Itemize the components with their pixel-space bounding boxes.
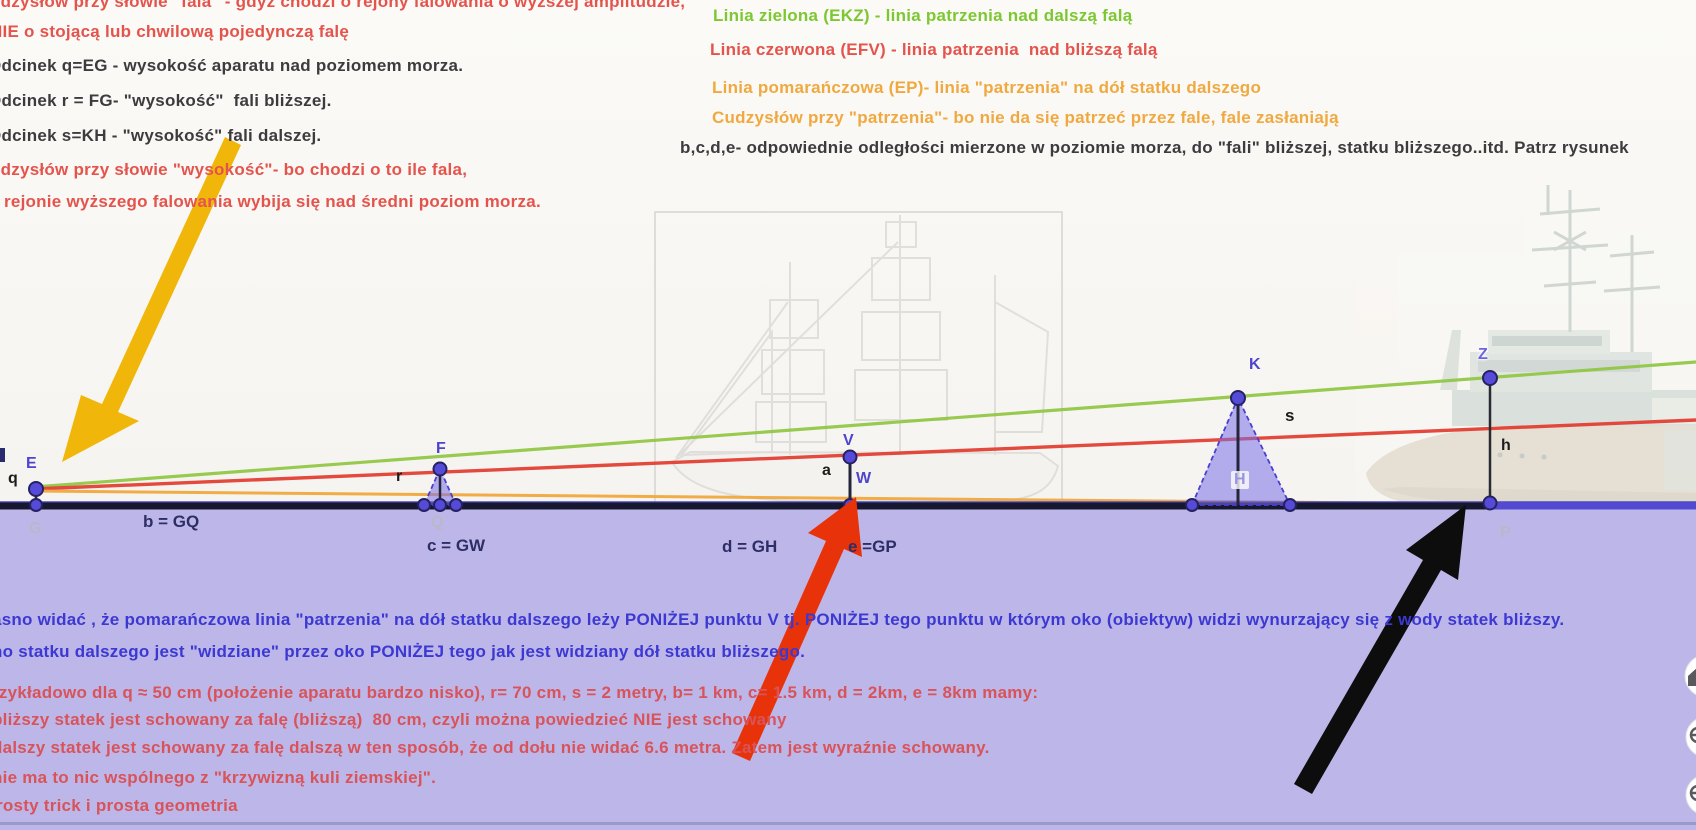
legend-orange-line: Linia pomarańczowa (EP)- linia "patrzeni…: [712, 78, 1262, 97]
label-V: V: [843, 432, 854, 449]
label-q: q: [8, 470, 18, 487]
note-quote-wysokosc-1: udzysłów przy słowie "wysokość"- bo chod…: [0, 160, 468, 179]
label-r: r: [396, 468, 403, 485]
nav-buttons: [1684, 656, 1696, 813]
point-wave-near-right[interactable]: [449, 498, 463, 512]
point-G[interactable]: [29, 498, 43, 512]
label-h: h: [1501, 437, 1511, 454]
label-W: W: [856, 470, 872, 487]
label-Z: Z: [1478, 346, 1488, 363]
distance-label-c: c = GW: [427, 536, 486, 555]
label-s: s: [1285, 406, 1295, 425]
black-annotation-arrow: [1294, 505, 1466, 794]
label-P: P: [1500, 524, 1511, 541]
example-line-3: dalszy statek jest schowany za falę dals…: [0, 738, 990, 757]
window-bottom-edge: [0, 822, 1696, 825]
note-quote-fala-1: udzysłów przy słowie "fala" - gdyż chodz…: [0, 0, 686, 11]
label-F: F: [436, 440, 446, 457]
label-G: G: [29, 520, 42, 537]
point-P[interactable]: [1482, 495, 1498, 511]
note-segment-q: Odcinek q=EG - wysokość aparatu nad pozi…: [0, 56, 464, 75]
conclusion-line-1: asno widać , że pomarańczowa linia "patr…: [0, 610, 1565, 629]
point-Q[interactable]: [433, 498, 447, 512]
legend-green-line: Linia zielona (EKZ) - linia patrzenia na…: [713, 6, 1133, 25]
distance-label-d: d = GH: [722, 537, 778, 556]
note-quote-fala-2: NIE o stojącą lub chwilową pojedynczą fa…: [0, 22, 350, 41]
note-quote-wysokosc-2: rejonie wyższego falowania wybija się na…: [4, 192, 541, 211]
point-wave-near-left[interactable]: [417, 498, 431, 512]
point-wave-far-left[interactable]: [1185, 498, 1199, 512]
left-edge-mark: [0, 448, 5, 462]
label-K: K: [1249, 356, 1261, 373]
conclusion-line-2: no statku dalszego jest "widziane" przez…: [0, 642, 806, 661]
label-H: H: [1231, 471, 1249, 489]
point-V[interactable]: [842, 449, 858, 465]
note-segment-s: Odcinek s=KH - "wysokość" fali dalszej.: [0, 126, 322, 145]
distance-label-e: e =GP: [848, 537, 897, 556]
red-sight-line-EFV[interactable]: [33, 418, 1696, 491]
example-line-4: nie ma to nic wspólnego z "krzywizną kul…: [0, 768, 437, 787]
green-sight-line-EKZ[interactable]: [33, 360, 1696, 489]
far-wave-triangle[interactable]: [1190, 395, 1292, 506]
point-Z[interactable]: [1482, 370, 1498, 386]
point-F[interactable]: [432, 461, 448, 477]
example-line-5: rosty trick i prosta geometria: [0, 796, 238, 815]
point-K[interactable]: [1230, 390, 1246, 406]
zoom-out-icon: [1689, 784, 1696, 802]
near-sailing-ship-sketch: [670, 215, 1060, 502]
point-wave-far-right[interactable]: [1283, 498, 1297, 512]
zoom-in-icon: [1689, 726, 1696, 744]
legend-distances: b,c,d,e- odpowiednie odległości mierzone…: [680, 138, 1629, 157]
example-line-2: bliższy statek jest schowany za falę (bl…: [0, 710, 787, 729]
label-E: E: [26, 455, 37, 472]
note-segment-r: Odcinek r = FG- "wysokość" fali bliższej…: [0, 91, 332, 110]
label-a: a: [822, 462, 831, 479]
home-icon: [1688, 668, 1696, 686]
label-Q: Q: [431, 514, 444, 531]
yellow-annotation-arrow: [62, 137, 241, 462]
legend-orange-note: Cudzysłów przy "patrzenia"- bo nie da si…: [712, 108, 1339, 127]
example-line-1: rzykładowo dla q ≈ 50 cm (położenie apar…: [0, 683, 1039, 702]
red-annotation-arrow: [732, 497, 862, 761]
far-ship-image: [1355, 178, 1696, 508]
sea-background: [0, 506, 1696, 830]
points-group: [28, 370, 1498, 512]
point-E[interactable]: [28, 481, 44, 497]
distance-label-b: b = GQ: [143, 512, 200, 531]
legend-red-line: Linia czerwona (EFV) - linia patrzenia n…: [710, 40, 1158, 59]
